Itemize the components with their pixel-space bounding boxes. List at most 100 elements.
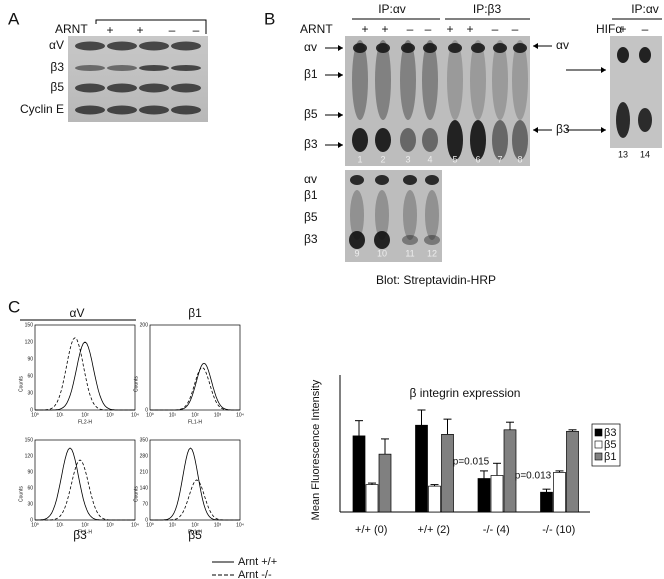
band <box>107 83 137 93</box>
histogram-curve <box>150 479 240 521</box>
lane-number: 1 <box>357 154 362 164</box>
histogram-curve <box>150 447 240 521</box>
band <box>352 128 368 152</box>
legend-swatch <box>594 452 603 461</box>
sign: – <box>425 22 432 36</box>
lane-number: 12 <box>427 248 437 258</box>
arrow-head <box>533 43 538 49</box>
legend-swatch <box>594 428 603 437</box>
band <box>447 40 463 120</box>
plot-frame <box>149 324 241 411</box>
sign: + <box>466 22 473 36</box>
y-tick-label: 60 <box>27 373 33 379</box>
arnt-label: ARNT <box>55 22 88 36</box>
sign: – <box>492 22 499 36</box>
x-tick-label: 10¹ <box>56 522 64 528</box>
band <box>512 40 528 120</box>
band <box>139 105 169 115</box>
ip-label: IP:αv <box>631 2 659 16</box>
axis-label: Counts <box>18 376 24 392</box>
y-tick-label: 350 <box>140 437 149 443</box>
lane-number: 2 <box>380 154 385 164</box>
axis-label: FL2-H <box>78 419 92 425</box>
sign: + <box>381 22 388 36</box>
band <box>616 102 630 138</box>
y-tick-label: 280 <box>140 453 149 459</box>
lane-number: 4 <box>427 154 432 164</box>
row-label: Cyclin E <box>20 102 64 116</box>
arrow-head <box>338 142 343 148</box>
lane-number: 10 <box>377 248 387 258</box>
x-tick-label: 10³ <box>214 522 222 528</box>
band <box>638 108 652 132</box>
band <box>617 47 629 63</box>
sign: + <box>106 23 113 37</box>
band-label: β3 <box>304 137 318 151</box>
band <box>423 43 437 53</box>
band <box>425 175 439 185</box>
row-label: β3 <box>50 60 64 74</box>
legend-label: Arnt +/+ <box>238 556 277 568</box>
sign: + <box>361 22 368 36</box>
legend-label: β5 <box>604 439 616 451</box>
legend-label: β1 <box>604 451 616 463</box>
x-tick-label: 10⁰ <box>146 522 154 528</box>
band-label: αv <box>556 38 569 52</box>
x-tick-label: 10⁰ <box>31 412 39 418</box>
band <box>639 47 651 63</box>
sign: – <box>512 22 519 36</box>
band-label: β5 <box>304 107 318 121</box>
x-tick-label: 10¹ <box>169 412 177 418</box>
histogram-curve <box>35 337 135 411</box>
legend-swatch <box>594 440 603 449</box>
x-tick-label: 10³ <box>106 412 114 418</box>
plot-frame <box>34 324 136 411</box>
axis-label: FL1-H <box>188 419 202 425</box>
bar <box>553 472 566 513</box>
arrow-head <box>338 45 343 51</box>
bar-chart: β integrin expression Mean Fluorescence I… <box>310 375 621 536</box>
bar <box>477 478 491 513</box>
y-tick-label: 140 <box>140 485 149 491</box>
arnt-label: ARNT <box>300 22 333 36</box>
annotation: p=0.013 <box>515 471 552 482</box>
x-tick-label: +/+ (0) <box>355 524 387 536</box>
histogram-curve <box>35 447 135 521</box>
band <box>403 190 417 240</box>
x-tick-label: -/- (10) <box>542 524 575 536</box>
ip-label: IP:β3 <box>473 2 502 16</box>
band <box>425 190 439 240</box>
band <box>376 43 390 53</box>
bar <box>490 475 504 513</box>
bar <box>415 424 428 513</box>
x-tick-label: +/+ (2) <box>418 524 450 536</box>
x-tick-label: 10² <box>191 522 199 528</box>
band <box>448 43 462 53</box>
axis-label: FL1-H <box>78 529 92 535</box>
sign: + <box>446 22 453 36</box>
y-tick-label: 0 <box>30 407 33 413</box>
y-tick-label: 210 <box>140 469 149 475</box>
band <box>139 41 169 51</box>
band <box>422 40 438 120</box>
band <box>374 231 390 249</box>
hif-label: HIFα <box>596 22 622 36</box>
panel-letter: A <box>8 9 20 28</box>
band <box>470 40 486 120</box>
x-tick-label: 10¹ <box>169 522 177 528</box>
band <box>492 120 508 160</box>
annotation: p=0.015 <box>453 457 490 468</box>
bar <box>441 434 454 513</box>
band-label: β3 <box>556 122 570 136</box>
histogram-curve <box>35 341 135 411</box>
band-label: β3 <box>304 232 318 246</box>
chart-title: β integrin expression <box>410 386 521 400</box>
arrow-head <box>533 127 538 133</box>
x-tick-label: 10³ <box>214 412 222 418</box>
x-tick-label: 10⁰ <box>31 522 39 528</box>
panel-letter: C <box>8 297 20 316</box>
plot-title: αV <box>70 306 85 320</box>
band <box>107 65 137 71</box>
lane-number: 9 <box>354 248 359 258</box>
